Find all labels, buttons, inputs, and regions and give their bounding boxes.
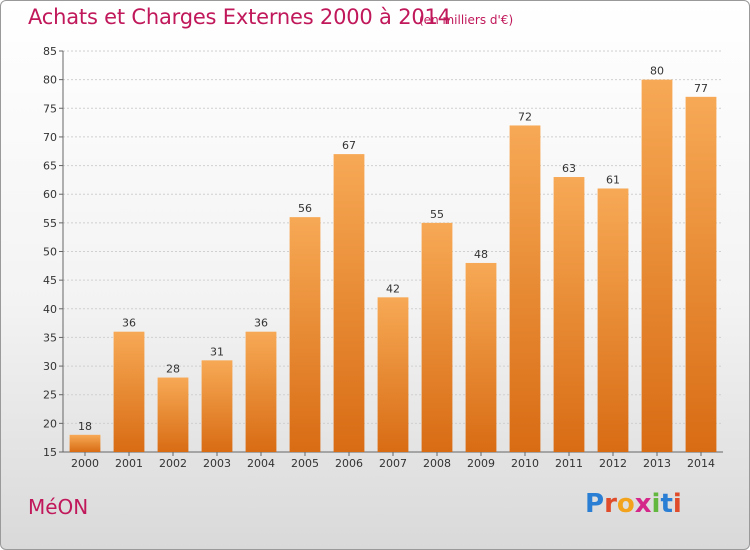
x-tick-label: 2012 [599, 457, 627, 470]
data-labels: 18 36 28 31 36 56 67 42 55 48 72 63 61 80 77 [78, 65, 708, 433]
bar-2013 [641, 79, 673, 453]
commune-name: MéON [28, 495, 89, 519]
x-tick-label: 2006 [335, 457, 363, 470]
bars [69, 79, 717, 453]
x-tick-label: 2013 [643, 457, 671, 470]
y-tick-label: 80 [43, 74, 57, 87]
logo-letter: i [651, 489, 661, 519]
y-tick-label: 30 [43, 360, 57, 373]
x-tick-label: 2011 [555, 457, 583, 470]
bar-2006 [333, 154, 365, 452]
bar-2014 [685, 96, 717, 452]
y-tick-label: 20 [43, 417, 57, 430]
x-tick-label: 2005 [291, 457, 319, 470]
bar-2001 [113, 331, 145, 452]
data-label-2002: 28 [166, 363, 180, 376]
data-label-2014: 77 [694, 82, 708, 95]
bar-2011 [553, 177, 585, 452]
y-tick-label: 50 [43, 246, 57, 259]
logo-letter: r [604, 489, 617, 519]
bar-2005 [289, 217, 321, 452]
x-tick-label: 2001 [115, 457, 143, 470]
y-tick-label: 35 [43, 331, 57, 344]
y-tick-label: 15 [43, 446, 57, 459]
data-label-2003: 31 [210, 345, 224, 358]
x-tick-label: 2014 [687, 457, 715, 470]
y-tick-label: 55 [43, 217, 57, 230]
logo-letter: o [616, 489, 635, 519]
data-label-2001: 36 [122, 317, 136, 330]
data-label-2004: 36 [254, 317, 268, 330]
y-tick-label: 65 [43, 160, 57, 173]
data-label-2013: 80 [650, 65, 664, 78]
x-tick-label: 2008 [423, 457, 451, 470]
data-label-2010: 72 [518, 110, 532, 123]
data-label-2007: 42 [386, 282, 400, 295]
data-label-2012: 61 [606, 173, 620, 186]
data-label-2006: 67 [342, 139, 356, 152]
proxiti-logo[interactable]: Proxiti [585, 489, 682, 519]
logo-letter: x [634, 489, 652, 519]
x-tick-label: 2004 [247, 457, 275, 470]
data-label-2000: 18 [78, 420, 92, 433]
bar-2003 [201, 360, 233, 452]
y-tick-label: 60 [43, 188, 57, 201]
logo-letter: t [660, 489, 673, 519]
y-tick-label: 85 [43, 45, 57, 58]
axes: 15 20 25 30 35 40 45 50 55 60 65 70 75 80 85 2000 2001 20… [43, 45, 723, 470]
bar-2010 [509, 125, 541, 452]
bar-2007 [377, 297, 409, 452]
x-tick-label: 2000 [71, 457, 99, 470]
y-tick-label: 45 [43, 274, 57, 287]
x-tick-label: 2002 [159, 457, 187, 470]
data-label-2011: 63 [562, 162, 576, 175]
data-label-2009: 48 [474, 248, 488, 261]
y-tick-label: 75 [43, 102, 57, 115]
bar-2012 [597, 188, 629, 452]
x-tick-label: 2007 [379, 457, 407, 470]
bar-2009 [465, 262, 497, 452]
logo-letter: i [672, 489, 682, 519]
data-label-2005: 56 [298, 202, 312, 215]
logo-letter: P [585, 489, 605, 519]
chart-title: Achats et Charges Externes 2000 à 2014 [28, 5, 451, 29]
x-tick-label: 2009 [467, 457, 495, 470]
bar-2002 [157, 377, 189, 452]
chart-subtitle: (en milliers d'€) [419, 13, 514, 27]
data-label-2008: 55 [430, 208, 444, 221]
x-tick-label: 2003 [203, 457, 231, 470]
bar-2000 [69, 434, 101, 452]
bar-2008 [421, 222, 453, 452]
bar-2004 [245, 331, 277, 452]
y-tick-label: 40 [43, 303, 57, 316]
y-tick-label: 70 [43, 131, 57, 144]
y-tick-label: 25 [43, 389, 57, 402]
x-tick-label: 2010 [511, 457, 539, 470]
